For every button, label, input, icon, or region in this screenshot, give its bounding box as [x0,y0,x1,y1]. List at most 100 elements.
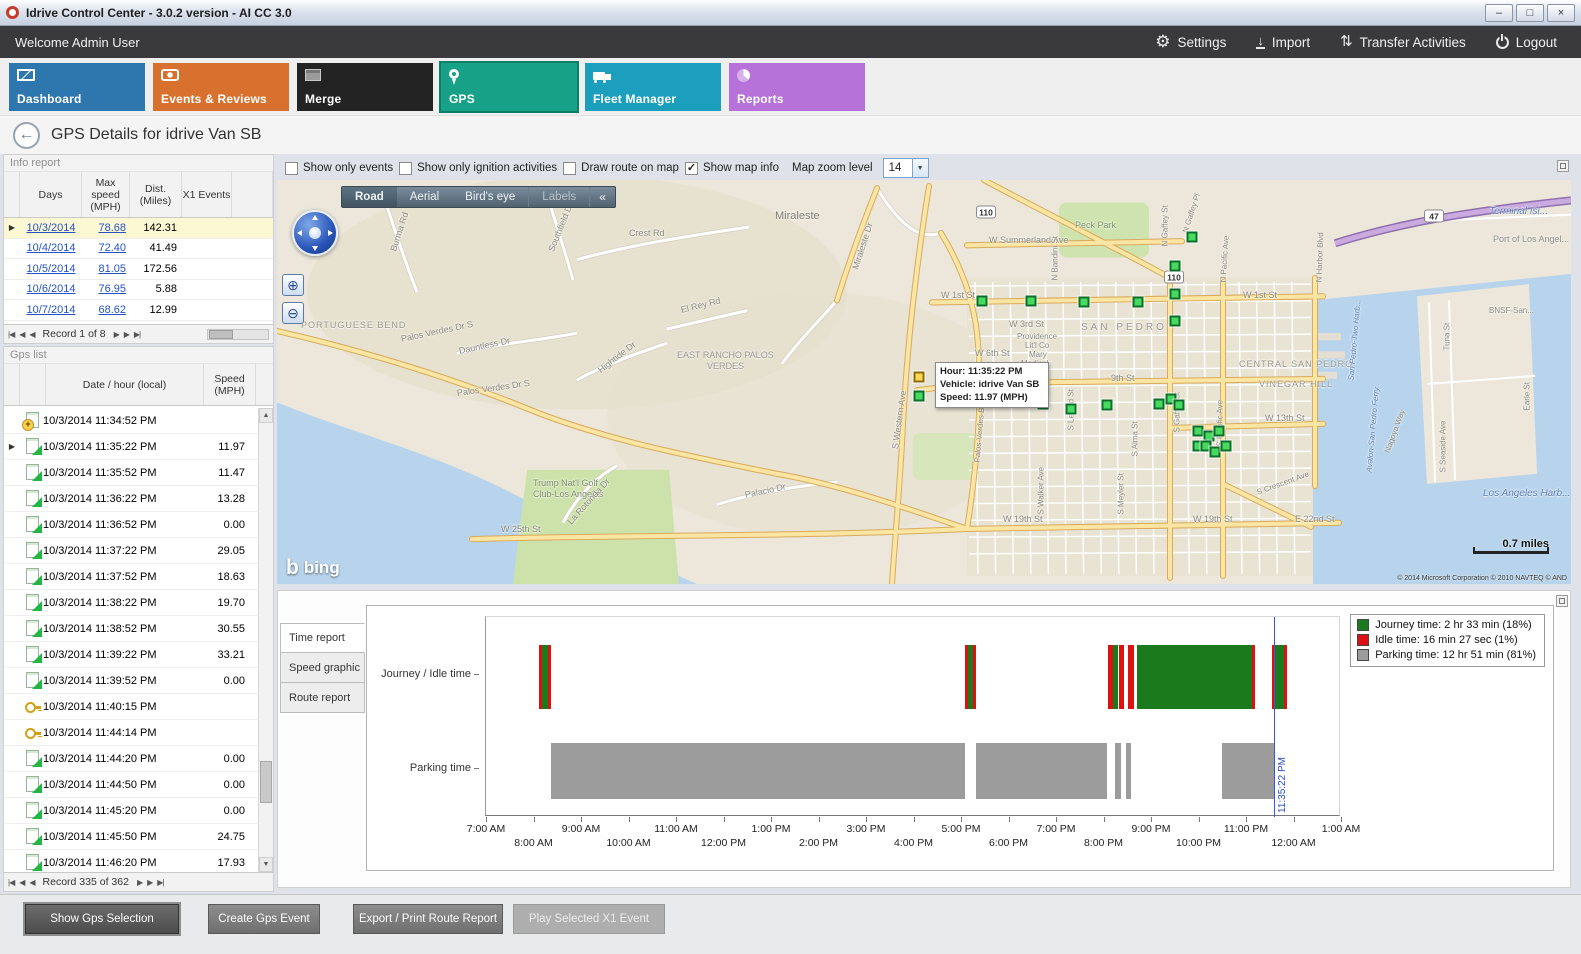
map-canvas[interactable]: Miraleste Peck Park W Summerland Ave N Band… [277,180,1571,584]
checkbox-show-only-ignition-activities[interactable]: Show only ignition activities [399,161,557,175]
map-pan-control[interactable] [292,210,338,256]
menu-item-transfer-activities[interactable]: ⇅ Transfer Activities [1340,33,1466,50]
maximize-button[interactable]: □ [1516,3,1544,22]
max-speed-link[interactable]: 76.95 [98,283,126,296]
idle-bar [1118,645,1125,709]
next-page-button[interactable]: ▶ [147,877,153,887]
horizontal-scrollbar[interactable] [207,328,269,340]
legend-entry: Idle time: 16 min 27 sec (1%) [1357,634,1536,646]
last-record-button[interactable]: ▶| [157,877,164,887]
scrollbar-thumb[interactable] [209,329,233,339]
list-item[interactable]: 10/3/2014 11:34:52 PM [4,408,258,434]
day-link[interactable]: 10/4/2014 [26,242,76,255]
list-item[interactable]: 10/3/2014 11:37:22 PM 29.05 [4,538,258,564]
chart-panel-collapse-button[interactable] [1556,595,1568,607]
minimize-button[interactable]: – [1485,3,1513,22]
map-style-bird-s-eye[interactable]: Bird's eye [465,191,516,203]
menu-item-settings[interactable]: ⚙ Settings [1155,32,1227,51]
show-gps-selection-button[interactable]: Show Gps Selection [25,904,179,934]
list-item[interactable]: 10/3/2014 11:44:20 PM 0.00 [4,746,258,772]
close-button[interactable]: × [1547,3,1575,22]
checkbox-icon[interactable] [285,161,298,175]
checkbox-draw-route-on-map[interactable]: Draw route on map [563,161,679,175]
ignition-key-icon [24,698,41,715]
max-speed-link[interactable]: 72.40 [98,242,126,255]
table-row[interactable]: 10/6/2014 76.95 5.88 [4,279,273,300]
tab-speed-graphic[interactable]: Speed graphic [280,653,365,683]
zoom-out-button[interactable]: ⊖ [282,302,304,324]
list-item[interactable]: 10/3/2014 11:44:50 PM 0.00 [4,772,258,798]
create-gps-event-button[interactable]: Create Gps Event [208,904,320,934]
vertical-scrollbar[interactable]: ▲ ▼ [258,408,273,872]
nav-tile-events-reviews[interactable]: Events & Reviews [153,63,289,111]
nav-tile-reports[interactable]: Reports [729,63,865,111]
table-row[interactable]: ▶ 10/3/2014 78.68 142.31 [4,218,273,239]
max-speed-link[interactable]: 68.62 [98,303,126,316]
max-speed-link[interactable]: 78.68 [98,221,126,234]
row-indicator: ▶ [8,223,16,233]
list-item[interactable]: 10/3/2014 11:46:20 PM 17.93 [4,850,258,872]
next-record-button[interactable]: ▶ [113,329,120,339]
day-link[interactable]: 10/3/2014 [26,221,76,234]
table-row[interactable]: 10/5/2014 81.05 172.56 [4,259,273,280]
prev-page-button[interactable]: ◀ [19,329,25,339]
day-link[interactable]: 10/6/2014 [26,283,76,296]
day-link[interactable]: 10/7/2014 [26,303,76,316]
list-item[interactable]: 10/3/2014 11:38:22 PM 19.70 [4,590,258,616]
max-speed-link[interactable]: 81.05 [98,262,126,275]
scroll-down-button[interactable]: ▼ [259,857,273,872]
checkbox-show-only-events[interactable]: Show only events [285,161,393,175]
table-row[interactable]: 10/7/2014 68.62 12.99 [4,300,273,321]
nav-tile-merge[interactable]: Merge [297,63,433,111]
map-style-road[interactable]: Road [342,187,397,207]
tab-route-report[interactable]: Route report [280,683,365,713]
list-item[interactable]: 10/3/2014 11:36:52 PM 0.00 [4,512,258,538]
nav-tile-gps[interactable]: GPS [439,61,579,113]
checkbox-show-map-info[interactable]: ✓ Show map info [684,161,779,175]
list-item[interactable]: ▶ 10/3/2014 11:35:22 PM 11.97 [4,434,258,460]
map-style-aerial[interactable]: Aerial [409,191,440,203]
last-record-button[interactable]: ▶| [133,329,141,339]
list-item[interactable]: 10/3/2014 11:44:14 PM [4,720,258,746]
chevron-down-icon[interactable]: ▼ [912,158,929,178]
menu-item-import[interactable]: ↓ Import [1256,33,1311,50]
tab-time-report[interactable]: Time report [280,623,365,653]
map-nav-collapse-button[interactable]: « [599,190,606,204]
list-item[interactable]: 10/3/2014 11:35:52 PM 11.47 [4,460,258,486]
list-item[interactable]: 10/3/2014 11:39:22 PM 33.21 [4,642,258,668]
prev-record-button[interactable]: ◀ [29,329,35,339]
list-item[interactable]: 10/3/2014 11:39:52 PM 0.00 [4,668,258,694]
legend-entry: Parking time: 12 hr 51 min (81%) [1357,649,1536,661]
next-page-button[interactable]: ▶ [123,329,130,339]
tooltip-vehicle: Vehicle: idrive Van SB [940,378,1040,390]
first-record-button[interactable]: |◀ [8,329,15,339]
map-panel-collapse-button[interactable] [1557,160,1569,172]
menu-item-logout[interactable]: Logout [1484,30,1569,55]
list-item[interactable]: 10/3/2014 11:37:52 PM 18.63 [4,564,258,590]
map-zoom-dropdown[interactable]: 14 ▼ [882,158,929,178]
gps-point-icon [24,828,42,845]
day-link[interactable]: 10/5/2014 [26,262,76,275]
prev-record-button[interactable]: ◀ [29,877,35,887]
map-style-labels[interactable]: Labels [528,187,591,207]
checkbox-icon[interactable]: ✓ [684,161,698,175]
list-item[interactable]: 10/3/2014 11:38:52 PM 30.55 [4,616,258,642]
nav-tile-fleet-manager[interactable]: Fleet Manager [585,63,721,111]
prev-page-button[interactable]: ◀ [19,877,25,887]
reports-icon [737,69,750,82]
list-item[interactable]: 10/3/2014 11:36:22 PM 13.28 [4,486,258,512]
list-item[interactable]: 10/3/2014 11:40:15 PM [4,694,258,720]
list-item[interactable]: 10/3/2014 11:45:20 PM 0.00 [4,798,258,824]
next-record-button[interactable]: ▶ [136,877,143,887]
table-row[interactable]: 10/4/2014 72.40 41.49 [4,238,273,259]
scrollbar-thumb[interactable] [260,760,272,803]
export-print-route-report-button[interactable]: Export / Print Route Report [353,904,503,934]
nav-tile-dashboard[interactable]: Dashboard [9,63,145,111]
back-button[interactable]: ← [13,121,40,149]
zoom-in-button[interactable]: ⊕ [282,274,304,296]
list-item[interactable]: 10/3/2014 11:45:50 PM 24.75 [4,824,258,850]
first-record-button[interactable]: |◀ [8,877,15,887]
scroll-up-button[interactable]: ▲ [259,408,273,423]
checkbox-icon[interactable] [399,161,413,175]
checkbox-icon[interactable] [563,161,577,175]
